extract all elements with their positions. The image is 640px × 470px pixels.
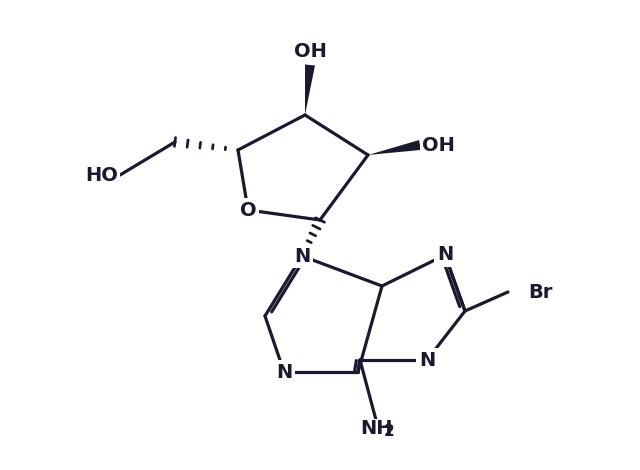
Text: NH: NH [360,418,392,438]
Polygon shape [305,64,315,115]
Text: N: N [437,245,453,265]
Text: OH: OH [294,42,326,61]
Text: Br: Br [528,282,552,301]
Text: N: N [419,351,435,369]
Text: 2: 2 [383,424,394,439]
Text: N: N [276,362,292,382]
Polygon shape [368,140,421,155]
Text: N: N [294,246,310,266]
Text: HO: HO [85,165,118,185]
Text: OH: OH [422,135,455,155]
Text: O: O [240,201,256,219]
